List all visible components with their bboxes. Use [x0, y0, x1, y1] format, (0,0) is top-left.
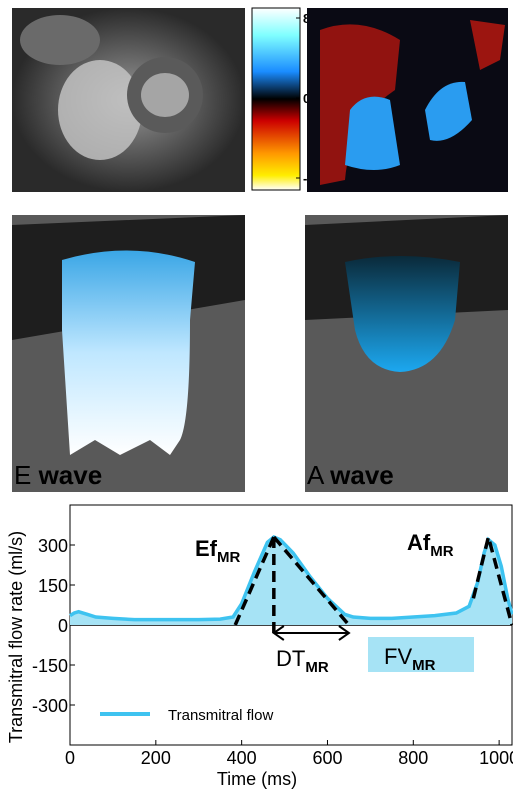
legend-label: Transmitral flow: [168, 707, 273, 724]
x-tick-label: 400: [227, 748, 257, 768]
a-wave-label: A wave: [307, 460, 394, 490]
y-tick-label: 0: [58, 616, 68, 636]
e-wave-panel: [12, 215, 245, 492]
x-tick-label: 800: [398, 748, 428, 768]
e-wave-label: E wave: [14, 460, 102, 490]
x-tick-label: 200: [141, 748, 171, 768]
mri-magnitude-image: [12, 8, 245, 192]
dt-arrow: [274, 626, 349, 640]
x-tick-label: 0: [65, 748, 75, 768]
y-tick-label: 150: [38, 576, 68, 596]
mri-velocity-image: [307, 8, 508, 192]
y-axis-label: Transmitral flow rate (ml/s): [6, 531, 26, 743]
af-annotation: AfMR: [407, 530, 454, 560]
x-tick-label: 1000: [479, 748, 513, 768]
colorbar: [252, 8, 300, 190]
x-tick-label: 600: [312, 748, 342, 768]
y-tick-label: 300: [38, 536, 68, 556]
page: {"colorbar": {"ticks": [80, 0, -80]}, "p…: [0, 0, 513, 799]
figure: 800-80 E wave A wave -300-15001503000200…: [0, 0, 513, 794]
dt-annotation: DTMR: [276, 646, 329, 676]
y-tick-label: -150: [32, 656, 68, 676]
x-axis-label: Time (ms): [217, 769, 297, 789]
y-tick-label: -300: [32, 696, 68, 716]
ef-annotation: EfMR: [195, 536, 240, 566]
a-wave-panel: [305, 215, 508, 492]
